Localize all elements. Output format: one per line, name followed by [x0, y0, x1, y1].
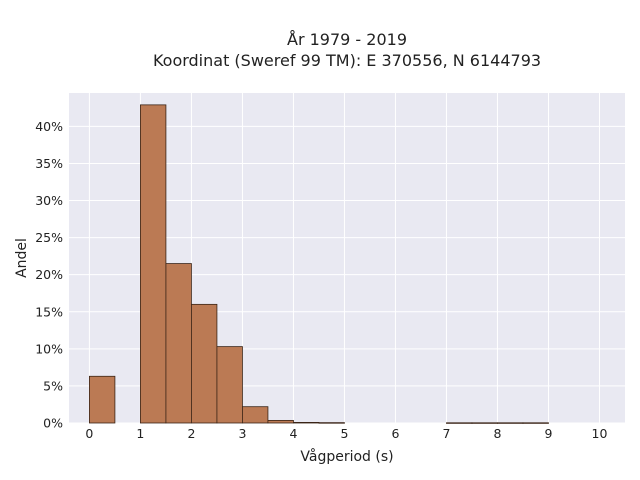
x-tick-label-7: 7 — [442, 426, 450, 441]
x-tick-label-1: 1 — [136, 426, 144, 441]
bars — [89, 104, 549, 424]
histogram-bar-2 — [165, 263, 192, 424]
y-tick-label-6: 30% — [35, 193, 63, 208]
histogram-bar-1 — [140, 104, 167, 424]
y-tick-label-3: 15% — [35, 304, 63, 319]
x-tick-label-4: 4 — [289, 426, 297, 441]
x-tick-label-0: 0 — [85, 426, 93, 441]
y-tick-label-2: 10% — [35, 341, 63, 356]
x-tick-label-8: 8 — [494, 426, 502, 441]
histogram-bar-11 — [497, 422, 524, 424]
histogram-bar-10 — [471, 422, 498, 424]
histogram-bar-0 — [89, 375, 116, 424]
y-tick-label-8: 40% — [35, 119, 63, 134]
grid-lines — [69, 93, 625, 424]
x-tick-label-6: 6 — [391, 426, 399, 441]
chart-title-line-1: År 1979 - 2019 — [287, 30, 407, 49]
histogram-bar-5 — [242, 406, 269, 424]
x-tick-label-10: 10 — [592, 426, 608, 441]
y-tick-label-1: 5% — [43, 378, 63, 393]
y-axis-ticks: 0% 5% 10% 15% 20% 25% 30% 35% 40% — [35, 119, 63, 431]
y-tick-label-4: 20% — [35, 267, 63, 282]
x-tick-label-5: 5 — [340, 426, 348, 441]
y-tick-label-0: 0% — [43, 416, 63, 431]
x-tick-label-2: 2 — [187, 426, 195, 441]
x-axis-ticks: 0 1 2 3 4 5 6 7 8 9 10 — [85, 426, 607, 441]
histogram-bar-6 — [267, 420, 294, 424]
histogram-bar-12 — [522, 422, 549, 424]
chart-title-line-2: Koordinat (Sweref 99 TM): E 370556, N 61… — [153, 51, 541, 70]
histogram-bar-9 — [446, 422, 473, 424]
x-axis-label: Vågperiod (s) — [300, 448, 393, 465]
y-axis-label: Andel — [14, 238, 30, 278]
y-tick-label-7: 35% — [35, 156, 63, 171]
histogram-bar-8 — [318, 422, 345, 424]
x-tick-label-9: 9 — [545, 426, 553, 441]
histogram-bar-4 — [216, 346, 243, 424]
histogram-bar-3 — [191, 303, 218, 424]
y-tick-label-5: 25% — [35, 230, 63, 245]
histogram-bar-7 — [293, 422, 320, 424]
x-tick-label-3: 3 — [238, 426, 246, 441]
